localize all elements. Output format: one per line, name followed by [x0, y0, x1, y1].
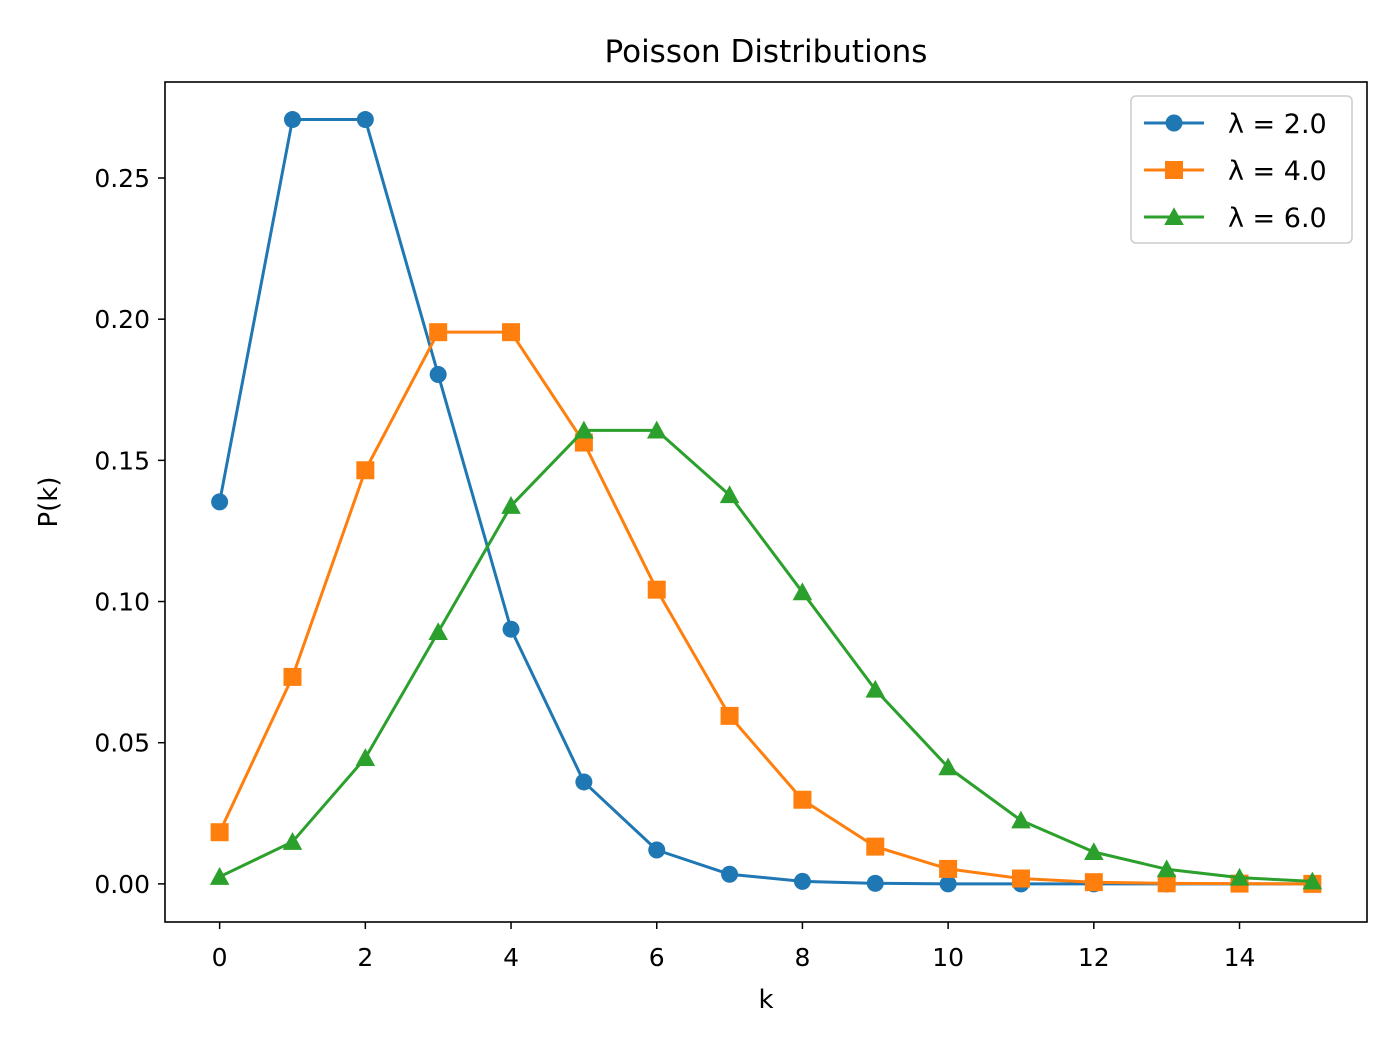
data-point-series-2-k8: [793, 790, 812, 809]
legend[interactable]: λ = 2.0 λ = 4.0 λ = 6.0: [1130, 95, 1353, 244]
data-point-series-2-k4: [502, 323, 521, 342]
axes: 0 2 4 6 8 10 12 14 0.00 0.05 0.10 0.15 0.20 0.25: [94, 81, 1368, 972]
data-point-series-3-k12: [1084, 842, 1104, 860]
data-point-series-1-k7: [721, 865, 739, 883]
data-point-series-2-k10: [939, 859, 958, 878]
data-point-series-1-k4: [502, 620, 520, 638]
data-point-series-3-k8: [792, 582, 813, 601]
x-axis-label: k: [758, 985, 773, 1015]
legend-label: λ = 4.0: [1228, 156, 1327, 187]
series-2: [210, 323, 1322, 893]
y-tick-label: 0.25: [94, 164, 150, 193]
x-tick-label: 2: [357, 943, 373, 972]
y-tick-label: 0.20: [94, 305, 150, 334]
data-point-series-2-k6: [647, 580, 666, 599]
data-point-series-2-k0: [210, 823, 229, 842]
y-tick-label: 0.15: [94, 446, 150, 475]
x-tick-label: 8: [794, 943, 810, 972]
data-point-series-1-k3: [429, 366, 447, 384]
data-point-series-3-k15: [1302, 871, 1323, 890]
data-point-series-2-k1: [283, 667, 302, 686]
legend-box: [1130, 95, 1353, 244]
data-point-series-1-k1: [283, 111, 301, 129]
legend-marker: [1165, 114, 1183, 132]
data-point-series-3-k10: [938, 757, 958, 776]
data-point-series-1-k9: [866, 874, 884, 892]
x-tick-label: 0: [212, 943, 228, 972]
x-tick-label: 10: [932, 943, 964, 972]
series-3: [209, 420, 1323, 890]
data-point-series-3-k13: [1156, 859, 1177, 878]
data-point-series-1-k2: [356, 111, 374, 129]
data-point-series-3-k2: [355, 748, 376, 766]
data-point-series-2-k2: [356, 461, 375, 480]
legend-item-2[interactable]: λ = 4.0: [1144, 156, 1327, 187]
legend-label: λ = 2.0: [1228, 109, 1327, 140]
x-tick-label: 14: [1224, 943, 1256, 972]
data-point-series-2-k9: [866, 837, 885, 856]
x-tick-label: 6: [649, 943, 665, 972]
data-point-series-2-k13: [1157, 874, 1176, 893]
data-point-series-3-k7: [719, 485, 740, 504]
data-point-series-1-k10: [939, 875, 957, 893]
y-tick-label: 0.00: [94, 870, 150, 899]
legend-item-3[interactable]: λ = 6.0: [1144, 203, 1327, 234]
data-point-series-3-k4: [501, 496, 521, 514]
series-line-3: [218, 428, 1313, 883]
y-tick-label: 0.10: [94, 588, 150, 617]
data-point-series-3-k3: [428, 622, 448, 641]
legend-item-1[interactable]: λ = 2.0: [1144, 109, 1327, 140]
data-point-series-3-k9: [865, 679, 886, 698]
data-point-series-2-k7: [720, 706, 739, 725]
data-point-series-1-k0: [211, 493, 229, 511]
chart-title: Poisson Distributions: [605, 34, 928, 70]
legend-marker: [1165, 161, 1183, 179]
legend-label: λ = 6.0: [1228, 203, 1327, 234]
data-point-series-2-k3: [429, 323, 448, 342]
data-point-series-1-k6: [648, 841, 666, 859]
data-point-series-3-k14: [1229, 867, 1250, 886]
data-point-series-2-k11: [1011, 869, 1030, 888]
y-axis-label: P(k): [34, 476, 64, 527]
x-tick-label: 4: [503, 943, 519, 972]
x-tick-label: 12: [1078, 943, 1110, 972]
plot-area: [209, 111, 1323, 893]
data-point-series-3-k0: [209, 867, 230, 885]
data-point-series-3-k6: [646, 420, 667, 439]
series-line-2: [218, 330, 1313, 886]
data-point-series-3-k11: [1011, 810, 1031, 829]
data-point-series-1-k8: [793, 872, 811, 890]
data-point-series-3-k5: [574, 420, 594, 439]
plot-frame: [164, 81, 1368, 923]
data-point-series-2-k12: [1084, 873, 1103, 892]
data-point-series-3-k1: [282, 832, 303, 850]
y-tick-label: 0.05: [94, 729, 150, 758]
data-point-series-1-k5: [575, 773, 593, 791]
legend-marker: [1164, 207, 1184, 226]
